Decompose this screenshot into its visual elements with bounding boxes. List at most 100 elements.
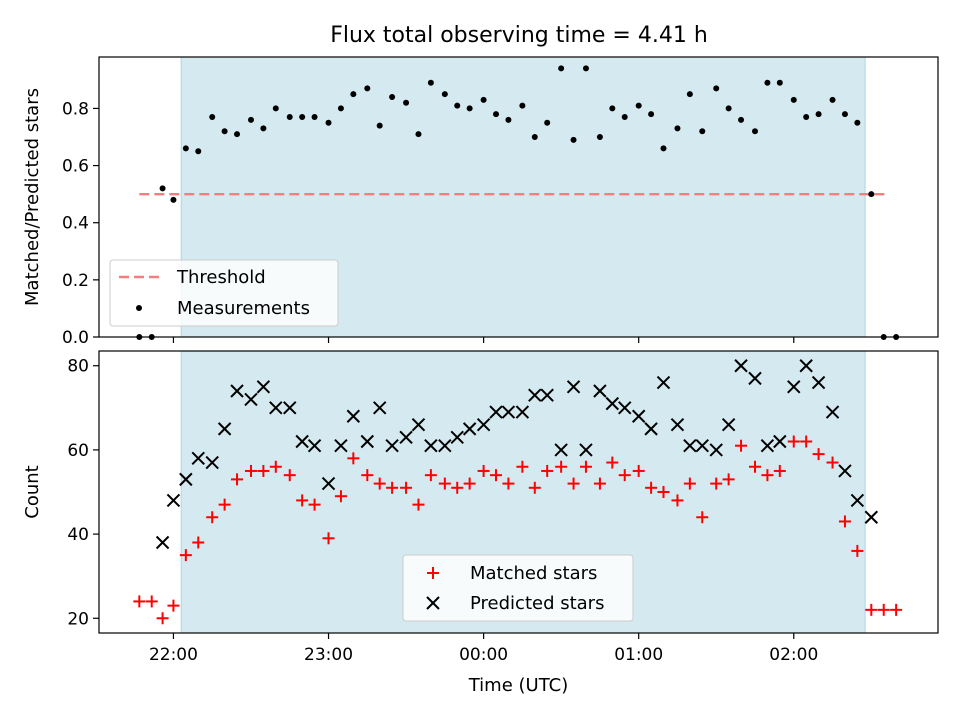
predicted-star-point [566, 380, 581, 394]
x-tick-label: 00:00 [459, 645, 508, 665]
top-y-tick-label: 0.6 [62, 157, 89, 177]
measurements-legend-marker [136, 305, 142, 311]
predicted-star-point [321, 476, 336, 491]
measurement-point [868, 191, 875, 198]
predicted-star-point [656, 375, 671, 390]
matched-star-point [424, 469, 437, 482]
matched-star-point [386, 481, 399, 494]
matched-star-point [749, 460, 762, 473]
threshold-legend-label: Threshold [176, 267, 266, 288]
top-y-tick-label: 0.0 [62, 328, 89, 348]
matched-star-point [257, 464, 270, 477]
matched-star-point [735, 439, 748, 452]
predicted-star-point [450, 430, 464, 444]
measurement-point [686, 91, 693, 98]
predicted-star-point [217, 422, 232, 436]
measurement-point [635, 102, 642, 109]
measurement-point [790, 96, 797, 103]
predicted-star-point [528, 388, 542, 402]
matched-star-point [133, 595, 146, 608]
measurement-point [776, 79, 783, 86]
measurement-point [427, 79, 434, 86]
measurement-point [570, 136, 577, 143]
predicted-star-point [760, 438, 775, 453]
bottom-legend: Matched stars Predicted stars [402, 554, 634, 622]
measurement-point [376, 122, 383, 129]
predicted-star-point [205, 455, 219, 470]
predicted-star-point [811, 375, 826, 390]
matched-star-point [761, 469, 774, 482]
bottom-panel: 20 40 60 80 22:00 23:00 00:00 01:00 02:00 Count… [22, 350, 939, 696]
measurement-point [234, 131, 241, 138]
predicted-star-point [191, 451, 205, 466]
measurement-point [182, 145, 189, 152]
measurement-point [209, 114, 216, 120]
matched-star-point [463, 477, 476, 490]
predicted-legend-marker [426, 596, 440, 610]
predicted-star-point [269, 401, 283, 415]
predicted-star-point [721, 417, 736, 432]
matched-star-point [156, 612, 169, 625]
matched-star-point [231, 473, 244, 486]
predicted-star-point [307, 438, 322, 453]
measurement-point [596, 134, 603, 140]
matched-star-point [490, 469, 503, 482]
measurement-point [582, 65, 589, 72]
matched-star-point [269, 460, 282, 473]
predicted-star-point [799, 359, 813, 373]
matched-star-point [671, 494, 684, 507]
measurement-point [480, 96, 487, 103]
matched-star-point [645, 481, 658, 494]
predicted-star-point [787, 380, 801, 394]
measurement-point [441, 91, 448, 98]
top-y-tick-label: 0.2 [62, 271, 89, 291]
bottom-legend-box [402, 554, 634, 622]
matched-star-point [826, 456, 839, 469]
measurements-legend-label: Measurements [177, 298, 310, 319]
predicted-star-point [593, 384, 607, 398]
matched-star-point [683, 477, 696, 490]
x-tick-label: 02:00 [769, 645, 818, 665]
matched-star-point [179, 549, 192, 562]
measurement-point [544, 119, 551, 126]
chart-title: Flux total observing time = 4.41 h [330, 23, 708, 48]
matched-legend-label: Matched stars [470, 563, 597, 584]
matched-star-point [632, 464, 645, 477]
bot-y-tick-label: 60 [67, 441, 89, 461]
predicted-star-point [283, 401, 297, 415]
measurement-point [403, 99, 410, 106]
matched-star-point [373, 477, 386, 490]
measurement-point [337, 105, 344, 112]
measurement-point [221, 128, 228, 135]
matched-star-point [800, 435, 813, 448]
bot-y-tick-label: 80 [67, 357, 89, 377]
measurement-point [159, 185, 166, 192]
matched-star-point [244, 464, 257, 477]
measurement-point [389, 94, 396, 100]
predicted-star-point [295, 434, 309, 449]
matched-star-point [167, 599, 180, 612]
predicted-star-point [411, 417, 426, 432]
matched-star-point [606, 456, 619, 469]
bottom-axes-frame [98, 350, 939, 634]
measurement-point [311, 114, 318, 120]
measurement-point [286, 114, 293, 120]
matched-star-point [710, 477, 723, 490]
bot-y-tick-label: 20 [67, 609, 89, 629]
matched-star-point [145, 595, 158, 608]
predicted-star-point [476, 417, 491, 432]
predicted-star-point [773, 434, 787, 449]
predicted-star-point [166, 493, 181, 508]
measurement-point [713, 85, 720, 92]
predicted-star-point [670, 417, 685, 432]
matched-star-point [502, 477, 515, 490]
predicted-star-point [256, 380, 271, 394]
top-y-tick-label: 0.8 [62, 99, 89, 119]
matched-star-point [206, 511, 219, 524]
predicted-star-point [748, 371, 762, 386]
matched-star-point [334, 490, 347, 503]
x-tick-label: 23:00 [304, 645, 353, 665]
predicted-star-point [709, 443, 723, 457]
measurement-point [272, 105, 279, 112]
matched-star-point [877, 603, 890, 616]
